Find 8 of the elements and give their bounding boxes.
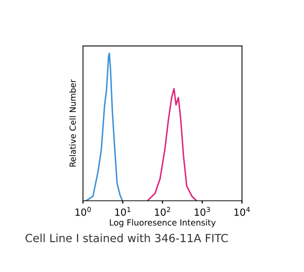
y-axis-title: Relative Cell Number bbox=[69, 79, 76, 167]
x-tick-label: 10$^{4}$ bbox=[234, 207, 250, 216]
text: Cell Line I stained with 346-11A FITC bbox=[26, 234, 228, 242]
x-tick-label: 10$^{1}$ bbox=[115, 207, 130, 216]
x-tick-label: 10$^{2}$ bbox=[155, 206, 170, 216]
x-tick-label: 10$^{3}$ bbox=[194, 206, 210, 216]
x-axis-title: Log Fluoresence Intensity bbox=[110, 219, 216, 228]
x-tick-label: 10$^{0}$ bbox=[76, 206, 91, 216]
